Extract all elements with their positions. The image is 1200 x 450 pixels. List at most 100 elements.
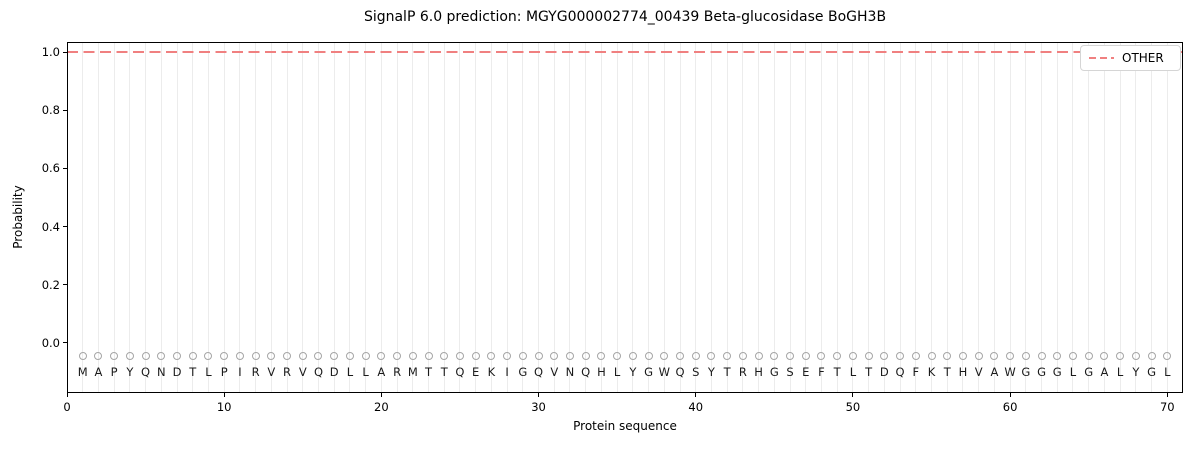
- gridline: [333, 42, 335, 393]
- gridline: [302, 42, 304, 393]
- residue-letter: Q: [313, 364, 324, 379]
- residue-circle: [943, 352, 952, 361]
- gridline: [663, 42, 665, 393]
- residue-letter: I: [238, 364, 242, 379]
- residue-circle: [204, 352, 213, 361]
- residue-letter: G: [769, 364, 779, 379]
- x-tick-mark: [223, 393, 225, 397]
- gridline: [475, 42, 477, 393]
- residue-letter: L: [362, 364, 369, 379]
- residue-circle: [927, 352, 936, 361]
- y-tick-mark: [63, 342, 67, 344]
- residue-letter: Q: [141, 364, 151, 379]
- residue-circle: [754, 352, 763, 361]
- residue-circle: [597, 352, 606, 361]
- gridline: [255, 42, 257, 393]
- residue-circle: [550, 352, 559, 361]
- residue-letter: G: [1084, 364, 1094, 379]
- gridline: [726, 42, 728, 393]
- residue-circle: [1084, 352, 1093, 361]
- residue-circle: [1006, 352, 1015, 361]
- gridline: [616, 42, 618, 393]
- legend-dashed-line-icon: [1089, 57, 1114, 59]
- gridline: [443, 42, 445, 393]
- gridline: [1103, 42, 1105, 393]
- gridline: [538, 42, 540, 393]
- y-tick-mark: [63, 167, 67, 169]
- gridline: [1025, 42, 1027, 393]
- gridline: [1088, 42, 1090, 393]
- residue-circle: [157, 352, 166, 361]
- plot-area-border: [67, 42, 1183, 393]
- residue-letter: V: [550, 364, 559, 379]
- chart-title: SignalP 6.0 prediction: MGYG000002774_00…: [363, 9, 887, 25]
- residue-letter: T: [943, 364, 951, 379]
- residue-letter: W: [658, 364, 670, 379]
- residue-letter: M: [77, 364, 88, 379]
- residue-letter: M: [407, 364, 418, 379]
- residue-letter: K: [487, 364, 496, 379]
- residue-letter: Y: [1132, 364, 1140, 379]
- residue-letter: T: [440, 364, 448, 379]
- residue-circle: [974, 352, 983, 361]
- residue-circle: [110, 352, 119, 361]
- x-axis-label: Protein sequence: [573, 419, 677, 433]
- y-tick-mark: [63, 109, 67, 111]
- gridline: [758, 42, 760, 393]
- residue-letter: E: [472, 364, 480, 379]
- residue-letter: T: [723, 364, 731, 379]
- residue-letter: L: [205, 364, 212, 379]
- x-tick-label: 70: [1159, 400, 1175, 414]
- y-tick-label: 0.6: [41, 161, 60, 176]
- residue-circle: [125, 352, 134, 361]
- gridline: [207, 42, 209, 393]
- gridline: [286, 42, 288, 393]
- x-tick-label: 50: [845, 400, 861, 414]
- residue-circle: [1037, 352, 1046, 361]
- gridline: [506, 42, 508, 393]
- residue-letter: D: [329, 364, 339, 379]
- gridline: [695, 42, 697, 393]
- residue-letter: R: [738, 364, 747, 379]
- residue-circle: [251, 352, 260, 361]
- residue-circle: [770, 352, 779, 361]
- residue-circle: [817, 352, 826, 361]
- residue-circle: [738, 352, 747, 361]
- residue-circle: [235, 352, 244, 361]
- residue-circle: [801, 352, 810, 361]
- x-tick-mark: [852, 393, 854, 397]
- residue-circle: [911, 352, 920, 361]
- residue-letter: Q: [455, 364, 465, 379]
- residue-letter: T: [189, 364, 197, 379]
- residue-circle: [408, 352, 417, 361]
- residue-circle: [1163, 352, 1172, 361]
- x-tick-label: 0: [63, 400, 71, 414]
- residue-letter: Q: [895, 364, 905, 379]
- x-tick-mark: [1009, 393, 1011, 397]
- residue-circle: [283, 352, 292, 361]
- residue-letter: L: [346, 364, 354, 379]
- residue-circle: [691, 352, 700, 361]
- residue-letter: H: [958, 364, 968, 379]
- residue-circle: [345, 352, 354, 361]
- gridline: [428, 42, 430, 393]
- residue-letter: L: [1164, 364, 1171, 379]
- residue-circle: [220, 352, 229, 361]
- residue-letter: R: [393, 364, 402, 379]
- residue-letter: P: [220, 364, 228, 379]
- gridline: [883, 42, 885, 393]
- x-tick-mark: [66, 393, 68, 397]
- gridline: [915, 42, 917, 393]
- residue-letter: P: [110, 364, 118, 379]
- gridline: [553, 42, 555, 393]
- gridline: [868, 42, 870, 393]
- gridline: [412, 42, 414, 393]
- gridline: [522, 42, 524, 393]
- residue-letter: R: [251, 364, 260, 379]
- residue-circle: [1021, 352, 1030, 361]
- gridline: [270, 42, 272, 393]
- residue-circle: [628, 352, 637, 361]
- residue-circle: [361, 352, 370, 361]
- gridline: [317, 42, 319, 393]
- x-tick-mark: [380, 393, 382, 397]
